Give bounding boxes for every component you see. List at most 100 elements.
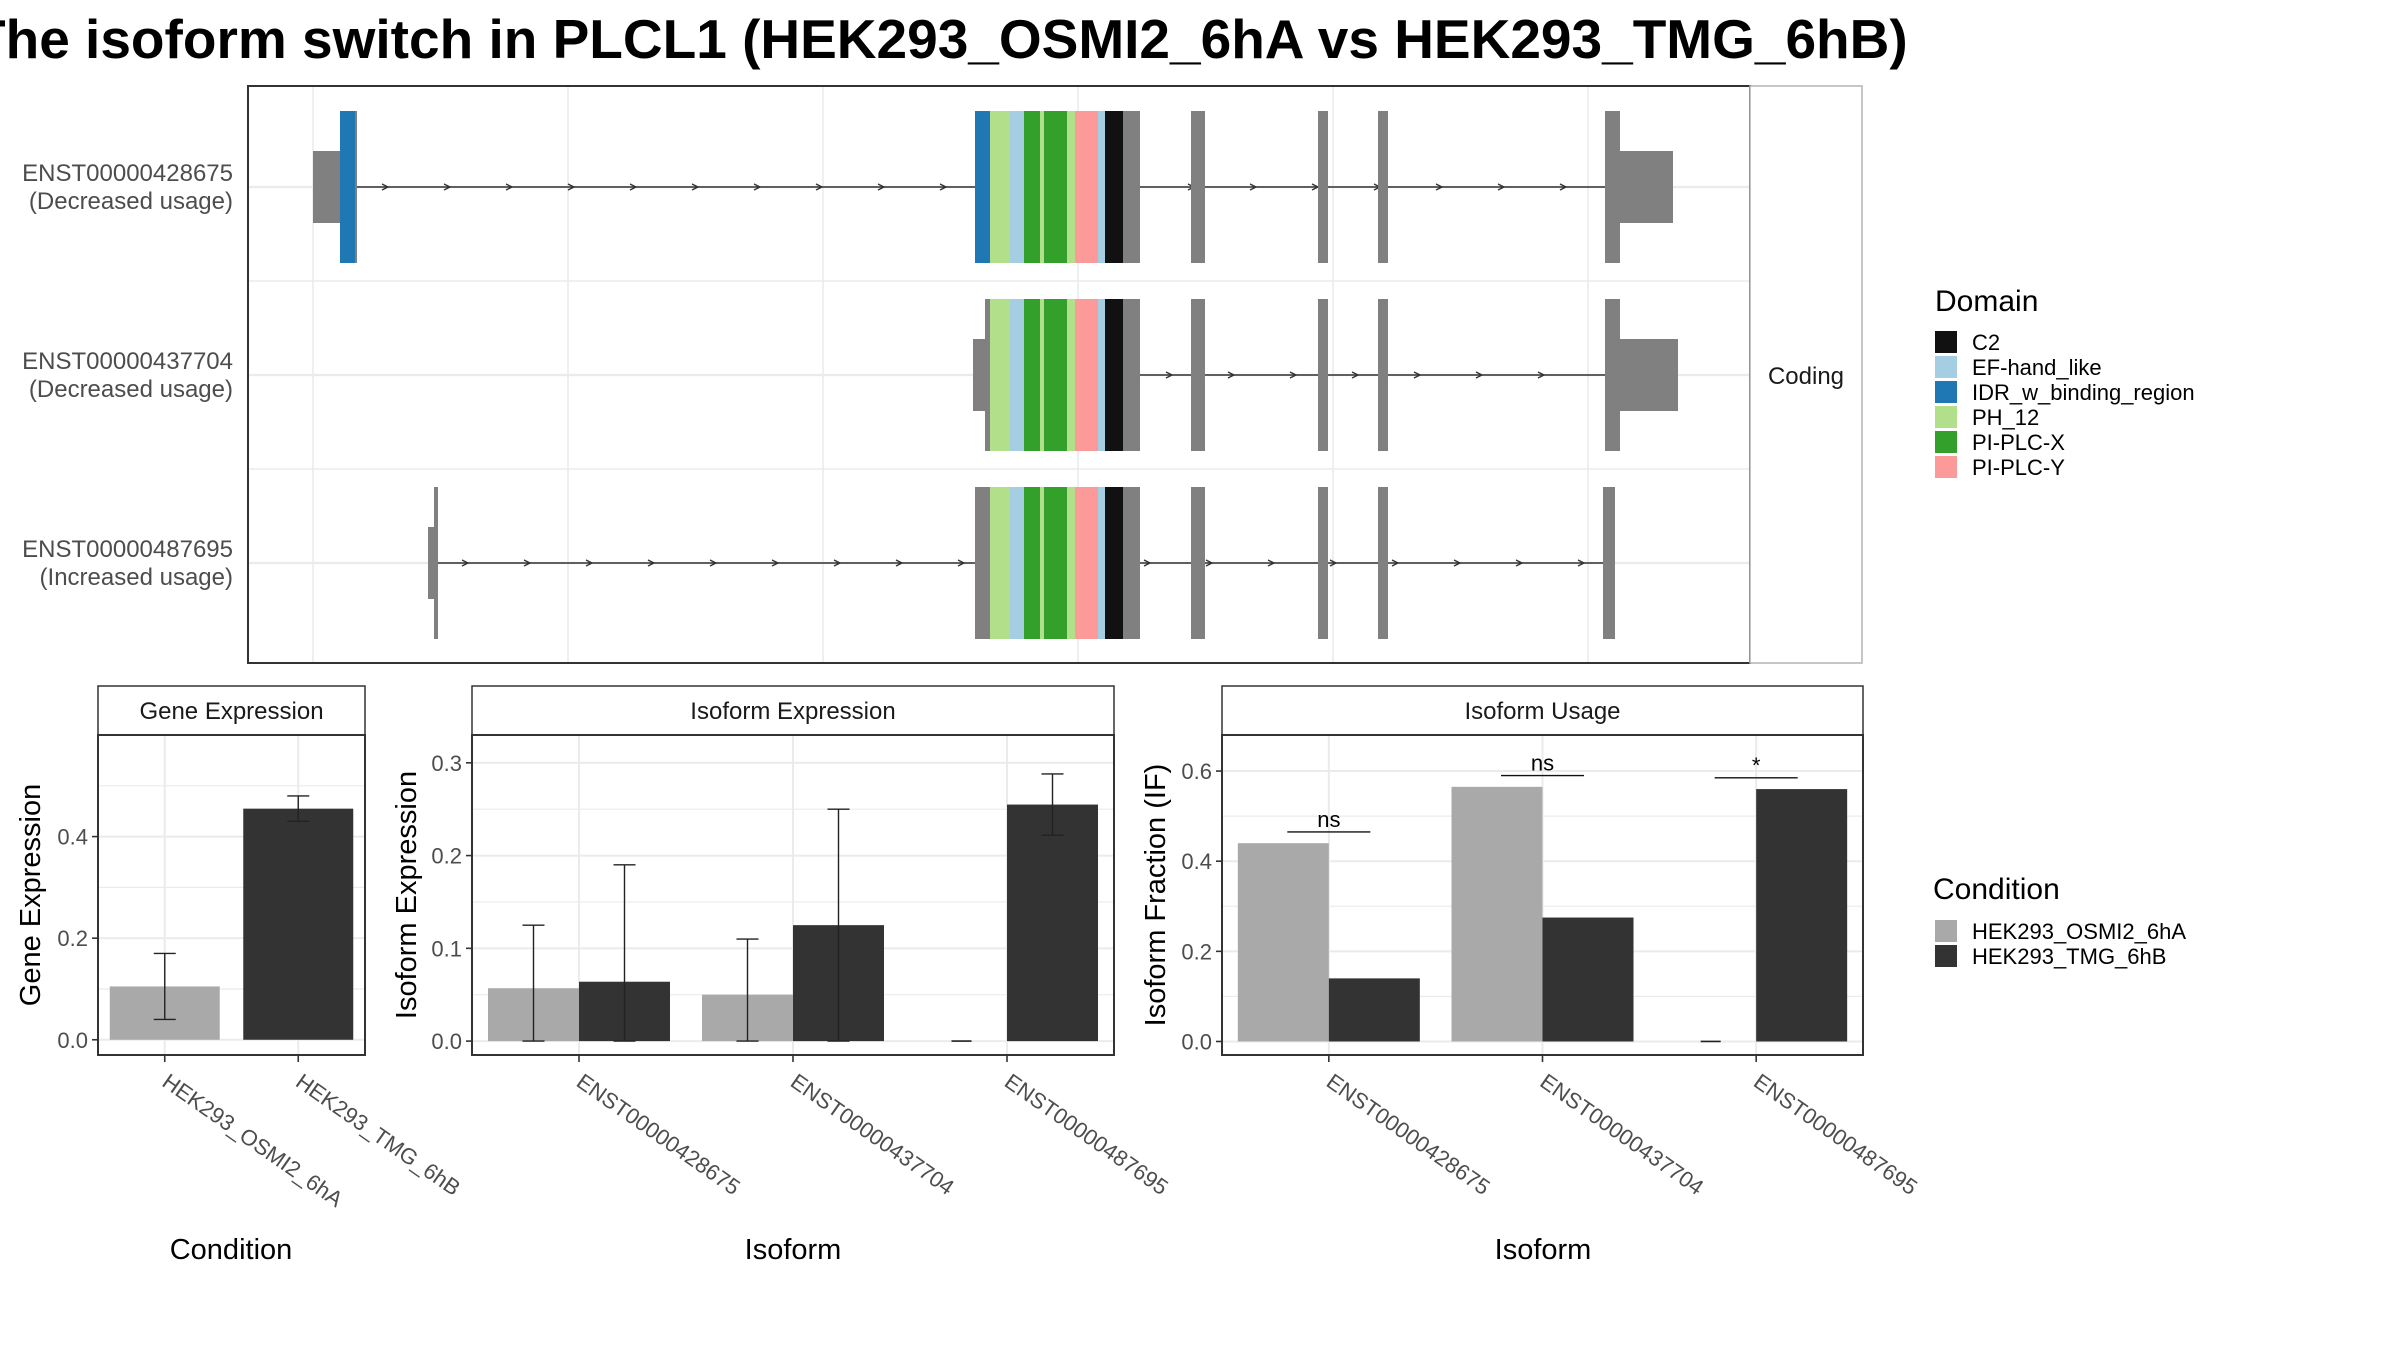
domain-block [1105,111,1123,263]
chart-isoform-usage: Isoform Usage ns ns * 0.0 0.2 0.4 0.6 ENST000004… [1140,685,1922,1266]
domain-block [1010,487,1024,639]
chart-isoform-expression: Isoform Expression 0.0 0.1 0.2 0.3 ENST000004… [391,685,1173,1266]
domain-block [1044,111,1067,263]
y-tick-label: 0.1 [431,936,462,961]
bar [1756,789,1848,1042]
transcript-id-label: ENST00000428675 [22,160,233,187]
intron-arrow [1577,559,1586,567]
bar [1451,786,1543,1042]
bar [1328,978,1420,1042]
x-tick-label: ENST00000487695 [1749,1069,1922,1200]
transcript-id-label: ENST00000437704 [22,348,233,375]
y-tick-label: 0.0 [431,1029,462,1054]
domain-block [340,111,356,263]
domain-legend-title: Domain [1935,285,2038,318]
domain-block [1098,299,1105,451]
domain-block [1040,111,1044,263]
bar [1007,804,1098,1042]
significance-label: ns [1317,807,1340,832]
exon [1605,299,1620,451]
exon [1191,299,1205,451]
domain-block [355,111,357,263]
intron-arrow [1413,371,1422,379]
intron-arrow [691,183,700,191]
x-axis-title: Condition [170,1234,293,1266]
exon [1620,151,1673,223]
domain-block [1024,111,1040,263]
domain-block [1024,487,1040,639]
condition-legend-title: Condition [1933,873,2060,906]
y-tick-label: 0.2 [1181,939,1212,964]
domain-legend-label: C2 [1972,330,2000,355]
intron-arrow [771,559,780,567]
condition-legend-label: HEK293_TMG_6hB [1972,944,2166,969]
intron-arrow [1165,371,1174,379]
domain-block [1067,111,1075,263]
exon [1610,527,1615,599]
domain-legend-swatch [1935,331,1957,353]
y-tick-label: 0.6 [1181,759,1212,784]
domain-block [1010,111,1024,263]
y-tick-label: 0.0 [1181,1029,1212,1054]
intron-arrow [1267,559,1276,567]
y-tick-label: 0.4 [1181,849,1212,874]
intron-arrow [877,183,886,191]
domain-block [1098,487,1105,639]
x-tick-label: ENST00000428675 [572,1069,745,1200]
intron-arrow [567,183,576,191]
domain-block [990,487,1010,639]
domain-block [1040,487,1044,639]
intron-arrow [1143,559,1152,567]
intron-arrow [1515,559,1524,567]
chart-gene-expression: Gene Expression0.00.20.4HEK293_OSMI2_6hA… [15,685,465,1266]
exon [1191,487,1205,639]
intron-arrow [957,559,966,567]
domain-legend-label: PH_12 [1972,405,2039,430]
chart-panel-border [97,734,366,1056]
exon [428,527,436,599]
transcript-usage-label: (Decreased usage) [29,376,233,403]
facet-strip [1749,85,1863,664]
intron-arrow [833,559,842,567]
domain-block [1040,299,1044,451]
intron-arrow [505,183,514,191]
transcript-id-label: ENST00000487695 [22,536,233,563]
domain-legend-swatch [1935,356,1957,378]
domain-legend-label: IDR_w_binding_region [1972,380,2195,405]
y-axis-title: Isoform Fraction (IF) [1140,764,1172,1027]
intron-arrow [815,183,824,191]
domain-legend-label: PI-PLC-X [1972,430,2065,455]
exon [1191,111,1205,263]
domain-block [1010,299,1024,451]
intron-arrow [443,183,452,191]
intron-arrow [1537,371,1546,379]
domain-block [1067,299,1075,451]
intron-arrow [1227,371,1236,379]
domain-legend-swatch [1935,456,1957,478]
facet-label: Coding [1768,363,1844,390]
domain-block [1075,299,1098,451]
bar [243,808,354,1040]
domain-block [1044,299,1067,451]
significance-label: ns [1531,751,1554,776]
domain-block [1105,487,1123,639]
transcript-usage-label: (Increased usage) [40,564,233,591]
domain-block [975,111,990,263]
chart-title: Isoform Usage [1464,698,1620,725]
domain-block [1075,111,1098,263]
bar [1542,917,1634,1042]
intron-arrow [629,183,638,191]
intron-arrow [1351,371,1360,379]
intron-arrow [1497,183,1506,191]
intron-arrow [647,559,656,567]
expression-charts: Gene Expression0.00.20.4HEK293_OSMI2_6hA… [15,685,1922,1266]
domain-legend-label: EF-hand_like [1972,355,2102,380]
exon [1378,111,1388,263]
intron-arrow [1249,183,1258,191]
intron-arrow [709,559,718,567]
significance-label: * [1752,753,1761,778]
intron-arrow [1289,371,1298,379]
intron-arrow [939,183,948,191]
